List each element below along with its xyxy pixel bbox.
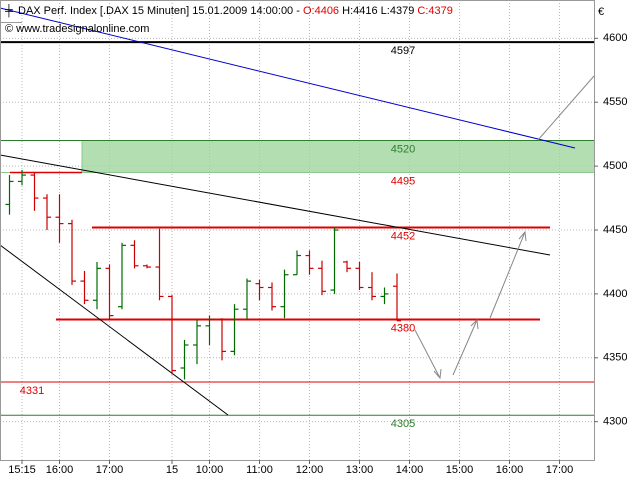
- y-tick-label: 4350: [603, 352, 627, 364]
- trend-line: [0, 154, 551, 256]
- summary-low: L:4379: [381, 5, 415, 17]
- chart-title: DAX Perf. Index [.DAX 15 Minuten] 15.01.…: [18, 5, 453, 17]
- level-label: 4495: [391, 175, 415, 187]
- watermark: © www.tradesignalonline.com: [5, 23, 149, 35]
- level-label: 4452: [391, 230, 415, 242]
- title: DAX Perf. Index [.DAX 15 Minuten] 15.01.…: [18, 5, 300, 17]
- summary-open: O:4406: [303, 5, 339, 17]
- level-label: 4331: [20, 385, 44, 397]
- x-tick-label: 11:00: [246, 464, 273, 476]
- currency: €: [598, 6, 604, 18]
- x-tick-label: 13:00: [346, 464, 374, 476]
- projection-arrow: [414, 329, 441, 379]
- level-label: 4305: [391, 418, 415, 430]
- y-tick-label: 4300: [603, 416, 627, 428]
- trend-lines: [0, 7, 595, 416]
- projection-arrow: [489, 231, 526, 319]
- y-tick-label: 4400: [603, 288, 627, 300]
- level-label: 4380: [391, 322, 415, 334]
- summary-close: C:4379: [417, 5, 452, 17]
- x-tick-label: 17:00: [96, 464, 124, 476]
- axes: 4300 4350 4400 4450 4500 4550 4600 15:15 16:00 17…: [8, 32, 627, 476]
- level-label: 4597: [391, 45, 415, 57]
- level-label: 4520: [391, 143, 415, 155]
- x-tick-label: 15:00: [446, 464, 474, 476]
- x-tick-label: 16:00: [496, 464, 524, 476]
- projection-arrow: [452, 319, 478, 376]
- projection: [537, 75, 595, 141]
- x-tick-label: 17:00: [546, 464, 574, 476]
- zone: [82, 140, 594, 173]
- trend-line: [0, 244, 229, 416]
- bars: [5, 169, 401, 380]
- level-labels: 4597 4520 4495 4452 4380 4331 4305: [20, 45, 415, 430]
- header-icon: ╪: [4, 3, 13, 18]
- x-tick-label: 15:15: [8, 464, 36, 476]
- x-tick-label: 10:00: [196, 464, 224, 476]
- summary-high: H:4416: [342, 5, 377, 17]
- arrow-head: [470, 318, 479, 330]
- y-tick-label: 4500: [603, 160, 627, 172]
- x-tick-label: 14:00: [396, 464, 424, 476]
- arrow-head: [518, 230, 527, 242]
- x-tick-label: 15: [166, 464, 178, 476]
- x-tick-label: 12:00: [296, 464, 324, 476]
- y-tick-label: 4550: [603, 96, 627, 108]
- x-tick-label: 16:00: [46, 464, 74, 476]
- y-tick-label: 4600: [603, 32, 627, 44]
- arrow-head: [433, 368, 442, 380]
- y-tick-label: 4450: [603, 224, 627, 236]
- trend-line: [0, 7, 576, 149]
